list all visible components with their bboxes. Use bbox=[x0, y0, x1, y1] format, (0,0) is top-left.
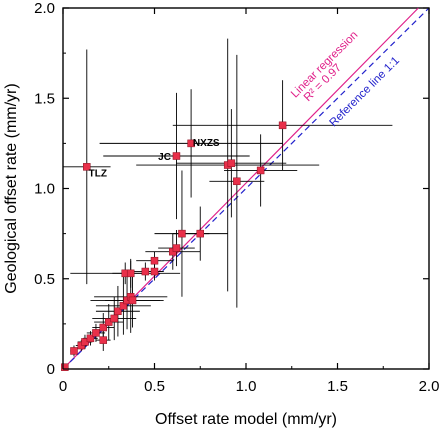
x-tick-label: 0.5 bbox=[144, 378, 165, 395]
data-point bbox=[196, 229, 204, 238]
y-tick-label: 2.0 bbox=[34, 0, 55, 17]
point-label-tlz: TLZ bbox=[89, 168, 107, 179]
y-tick-label: 0.5 bbox=[34, 271, 55, 288]
y-tick-label: 1.5 bbox=[34, 90, 55, 107]
data-point bbox=[70, 347, 78, 355]
data-point bbox=[172, 244, 181, 252]
x-tick-label: 1.0 bbox=[236, 378, 257, 395]
x-tick-label: 0 bbox=[59, 378, 67, 395]
point-label-jc: JC bbox=[158, 152, 171, 163]
data-point bbox=[256, 166, 265, 175]
data-point bbox=[278, 121, 287, 130]
x-axis-title: Offset rate model (mm/yr) bbox=[155, 411, 337, 428]
y-axis-title: Geological offset rate (mm/yr) bbox=[3, 83, 20, 293]
data-point bbox=[114, 307, 122, 315]
data-point bbox=[187, 139, 195, 148]
point-annotations: TLZ JC NXZS bbox=[89, 138, 220, 180]
data-point bbox=[128, 296, 137, 305]
regression-line-label: Linear regression bbox=[289, 29, 360, 100]
data-point bbox=[227, 159, 236, 167]
data-point bbox=[150, 256, 159, 265]
data-point bbox=[141, 267, 150, 276]
data-point bbox=[99, 323, 108, 332]
axis-ticks: 0 0.5 1.0 1.5 2.0 0 0.5 1.0 1.5 2.0 bbox=[34, 0, 439, 395]
data-point bbox=[172, 152, 181, 160]
point-label-nxzs: NXZS bbox=[193, 138, 220, 149]
data-point bbox=[178, 229, 186, 238]
y-tick-label: 1.0 bbox=[34, 181, 55, 198]
data-points bbox=[61, 121, 287, 371]
data-point bbox=[126, 269, 135, 278]
data-point bbox=[86, 334, 95, 343]
data-point bbox=[92, 329, 100, 337]
data-point bbox=[110, 314, 118, 323]
y-tick-label: 0 bbox=[47, 361, 55, 378]
data-point bbox=[61, 363, 69, 371]
x-tick-label: 1.5 bbox=[327, 378, 348, 395]
data-point bbox=[150, 267, 159, 276]
x-tick-label: 2.0 bbox=[419, 378, 440, 395]
data-point bbox=[233, 177, 241, 186]
data-point bbox=[99, 336, 108, 344]
data-point bbox=[83, 163, 91, 171]
